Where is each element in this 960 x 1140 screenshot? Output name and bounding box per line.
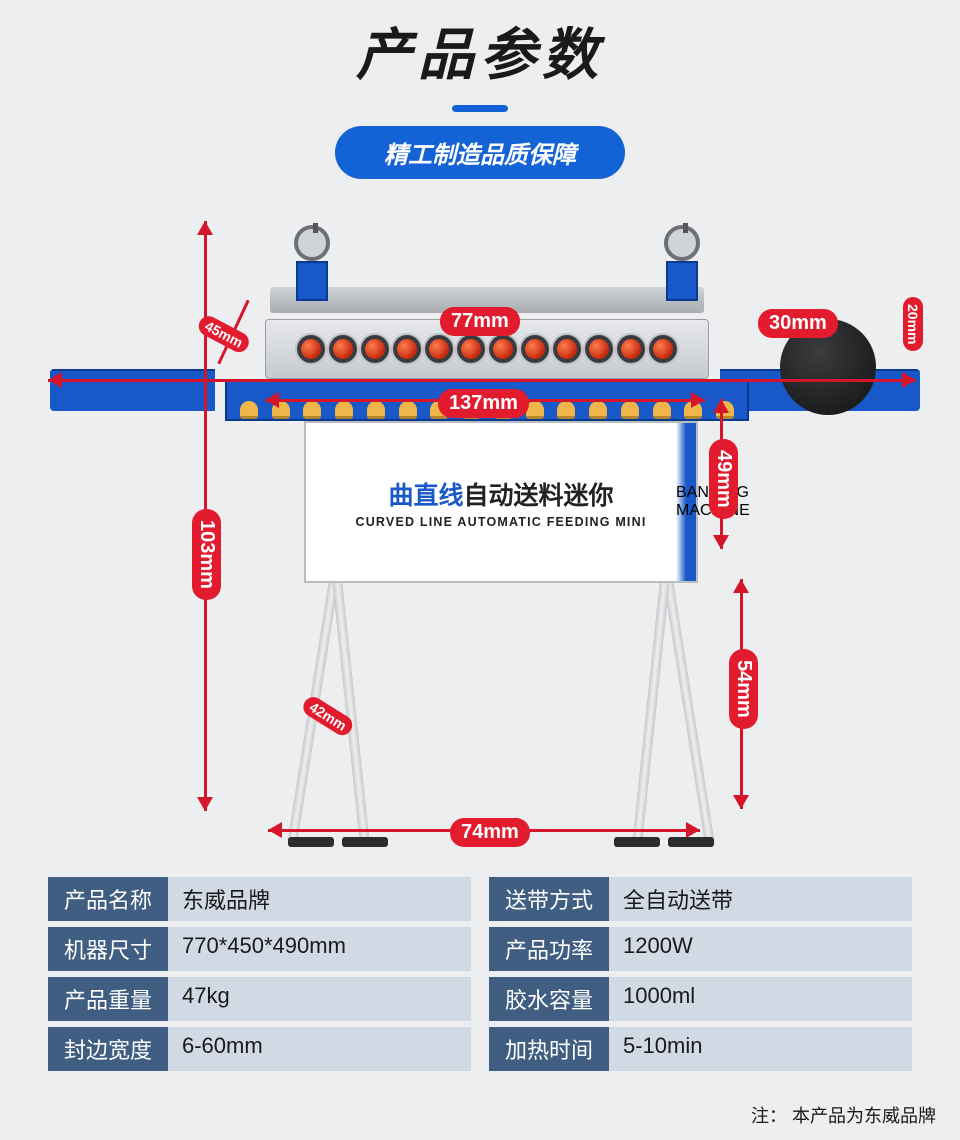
spec-key: 产品名称 xyxy=(48,877,168,921)
title-underline xyxy=(452,105,508,112)
spec-key: 封边宽度 xyxy=(48,1027,168,1071)
dim-54: 54mm xyxy=(729,649,758,729)
roller xyxy=(521,335,549,363)
side-tray-right xyxy=(720,369,920,411)
roller xyxy=(329,335,357,363)
spec-value: 5-10min xyxy=(609,1027,912,1071)
roller xyxy=(553,335,581,363)
roller xyxy=(649,335,677,363)
spec-tables: 产品名称东威品牌机器尺寸770*450*490mm产品重量47kg封边宽度6-6… xyxy=(0,877,960,1077)
dim-42: 42mm xyxy=(300,693,357,739)
table-row: 机器尺寸770*450*490mm xyxy=(48,927,471,971)
cone xyxy=(557,401,575,419)
cone xyxy=(589,401,607,419)
cone xyxy=(653,401,671,419)
cone xyxy=(399,401,417,419)
roller xyxy=(457,335,485,363)
spec-table-left: 产品名称东威品牌机器尺寸770*450*490mm产品重量47kg封边宽度6-6… xyxy=(48,877,471,1077)
table-row: 胶水容量1000ml xyxy=(489,977,912,1021)
machine-legs xyxy=(304,583,698,843)
roller xyxy=(617,335,645,363)
dim-74: 74mm xyxy=(450,818,530,847)
footnote: 注： 本产品为东威品牌 xyxy=(751,1102,936,1128)
roller xyxy=(361,335,389,363)
dim-line-width xyxy=(48,379,916,382)
spec-value: 6-60mm xyxy=(168,1027,471,1071)
dim-20: 20mm xyxy=(903,297,923,351)
roller xyxy=(585,335,613,363)
dim-49: 49mm xyxy=(709,439,738,519)
spec-key: 产品重量 xyxy=(48,977,168,1021)
machine-name-cn: 曲直线自动送料迷你 xyxy=(388,476,613,512)
spec-value: 1000ml xyxy=(609,977,912,1021)
dim-77: 77mm xyxy=(440,307,520,336)
table-row: 产品名称东威品牌 xyxy=(48,877,471,921)
page-title: 产品参数 xyxy=(0,0,960,91)
dimension-diagram: 曲直线自动送料迷你 CURVED LINE AUTOMATIC FEEDING … xyxy=(0,189,960,869)
cone xyxy=(621,401,639,419)
table-row: 产品重量47kg xyxy=(48,977,471,1021)
dim-30: 30mm xyxy=(758,309,838,338)
cone xyxy=(367,401,385,419)
clamp-right xyxy=(664,225,700,287)
table-row: 加热时间5-10min xyxy=(489,1027,912,1071)
spec-value: 47kg xyxy=(168,977,471,1021)
side-tray-left xyxy=(50,369,215,411)
spec-value: 东威品牌 xyxy=(168,877,471,921)
spec-key: 产品功率 xyxy=(489,927,609,971)
spec-key: 送带方式 xyxy=(489,877,609,921)
dim-103: 103mm xyxy=(192,509,221,600)
spec-value: 770*450*490mm xyxy=(168,927,471,971)
spec-key: 胶水容量 xyxy=(489,977,609,1021)
cone xyxy=(335,401,353,419)
machine-body: 曲直线自动送料迷你 CURVED LINE AUTOMATIC FEEDING … xyxy=(304,421,698,583)
cone xyxy=(240,401,258,419)
table-row: 封边宽度6-60mm xyxy=(48,1027,471,1071)
spec-key: 机器尺寸 xyxy=(48,927,168,971)
table-row: 送带方式全自动送带 xyxy=(489,877,912,921)
table-row: 产品功率1200W xyxy=(489,927,912,971)
machine-name-en: CURVED LINE AUTOMATIC FEEDING MINI xyxy=(355,515,646,529)
roller xyxy=(425,335,453,363)
roller xyxy=(297,335,325,363)
roller xyxy=(393,335,421,363)
spec-value: 1200W xyxy=(609,927,912,971)
dim-137: 137mm xyxy=(438,389,529,418)
spec-table-right: 送带方式全自动送带产品功率1200W胶水容量1000ml加热时间5-10min xyxy=(489,877,912,1077)
spec-key: 加热时间 xyxy=(489,1027,609,1071)
spec-value: 全自动送带 xyxy=(609,877,912,921)
cone xyxy=(303,401,321,419)
subtitle-badge: 精工制造品质保障 xyxy=(335,126,625,179)
clamp-left xyxy=(294,225,330,287)
roller xyxy=(489,335,517,363)
